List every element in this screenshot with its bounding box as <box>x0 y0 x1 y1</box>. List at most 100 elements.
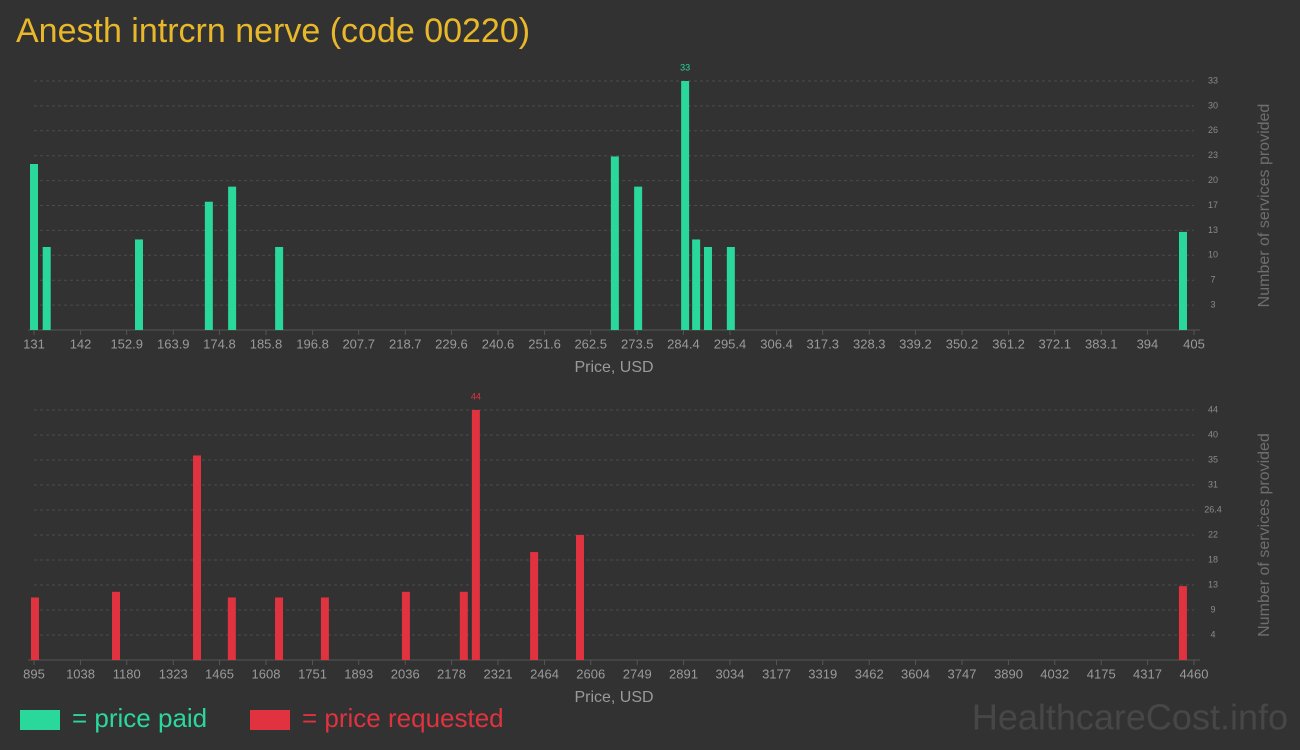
bar <box>275 247 284 330</box>
x-tick-label: 218.7 <box>389 336 422 351</box>
y-tick-label: 4 <box>1210 629 1215 639</box>
bar <box>530 552 539 660</box>
x-tick-label: 2178 <box>437 666 466 681</box>
bar <box>681 81 690 330</box>
bar <box>227 597 236 660</box>
x-tick-label: 2749 <box>623 666 652 681</box>
bar <box>134 239 143 330</box>
x-tick-label: 1038 <box>66 666 95 681</box>
x-tick-label: 339.2 <box>899 336 932 351</box>
x-tick-label: 3034 <box>716 666 745 681</box>
y-tick-label: 30 <box>1208 100 1218 110</box>
y-tick-label: 44 <box>1208 404 1218 414</box>
x-tick-label: 4317 <box>1133 666 1162 681</box>
x-tick-label: 328.3 <box>853 336 886 351</box>
x-tick-label: 273.5 <box>621 336 654 351</box>
y-tick-label: 7 <box>1210 275 1215 285</box>
x-tick-label: 2891 <box>669 666 698 681</box>
bar <box>320 597 329 660</box>
x-tick-label: 295.4 <box>714 336 747 351</box>
x-axis-label: Price, USD <box>574 689 653 706</box>
x-tick-label: 895 <box>23 666 45 681</box>
x-tick-label: 4032 <box>1040 666 1069 681</box>
x-tick-label: 350.2 <box>946 336 979 351</box>
bar <box>471 410 480 660</box>
y-tick-label: 31 <box>1208 479 1218 489</box>
bar <box>1178 586 1187 660</box>
bar <box>703 247 712 330</box>
bar <box>1178 231 1187 330</box>
bar <box>204 201 213 330</box>
x-tick-label: 383.1 <box>1085 336 1118 351</box>
x-tick-label: 2036 <box>391 666 420 681</box>
x-tick-label: 4460 <box>1180 666 1209 681</box>
x-tick-label: 3177 <box>762 666 791 681</box>
y-tick-label: 40 <box>1208 429 1218 439</box>
bar <box>726 247 735 330</box>
y-tick-label: 13 <box>1208 225 1218 235</box>
x-tick-label: 207.7 <box>342 336 375 351</box>
legend-swatch <box>20 710 60 730</box>
watermark: HealthcareCost.info <box>972 697 1288 738</box>
x-tick-label: 2321 <box>484 666 513 681</box>
bar <box>228 186 237 330</box>
y-tick-label: 18 <box>1208 554 1218 564</box>
legend-label: = price paid <box>72 703 207 733</box>
y-axis-label: Number of services provided <box>1256 104 1273 308</box>
y-tick-label: 13 <box>1208 579 1218 589</box>
x-tick-label: 372.1 <box>1038 336 1071 351</box>
x-tick-label: 131 <box>23 336 45 351</box>
x-tick-label: 3319 <box>808 666 837 681</box>
data-label: 44 <box>471 391 481 401</box>
x-tick-label: 1323 <box>159 666 188 681</box>
y-tick-label: 3 <box>1210 299 1215 309</box>
x-tick-label: 152.9 <box>110 336 143 351</box>
x-tick-label: 1751 <box>298 666 327 681</box>
x-tick-label: 3462 <box>855 666 884 681</box>
x-tick-label: 240.6 <box>482 336 515 351</box>
x-tick-label: 2606 <box>576 666 605 681</box>
x-tick-label: 1465 <box>205 666 234 681</box>
x-tick-label: 394 <box>1137 336 1159 351</box>
x-tick-label: 3747 <box>948 666 977 681</box>
bar <box>30 597 39 660</box>
y-tick-label: 26.4 <box>1204 504 1222 514</box>
y-tick-label: 22 <box>1208 529 1218 539</box>
bar <box>610 156 619 330</box>
x-tick-label: 4175 <box>1087 666 1116 681</box>
y-tick-label: 35 <box>1208 454 1218 464</box>
bar <box>275 597 284 660</box>
x-tick-label: 174.8 <box>203 336 236 351</box>
x-tick-label: 251.6 <box>528 336 561 351</box>
y-tick-label: 17 <box>1208 200 1218 210</box>
y-tick-label: 23 <box>1208 150 1218 160</box>
x-axis-label: Price, USD <box>574 359 653 376</box>
x-tick-label: 1180 <box>113 666 141 681</box>
bar <box>459 591 468 660</box>
y-tick-label: 33 <box>1208 75 1218 85</box>
bar <box>193 455 202 660</box>
x-tick-label: 185.8 <box>250 336 283 351</box>
x-tick-label: 196.8 <box>296 336 329 351</box>
y-tick-label: 26 <box>1208 125 1218 135</box>
bar <box>30 164 38 330</box>
chart-title: Anesth intrcrn nerve (code 00220) <box>16 12 530 50</box>
legend-swatch <box>250 710 290 730</box>
x-tick-label: 229.6 <box>435 336 468 351</box>
bar <box>401 591 410 660</box>
y-tick-label: 20 <box>1208 175 1218 185</box>
x-tick-label: 306.4 <box>760 336 793 351</box>
x-tick-label: 163.9 <box>157 336 190 351</box>
data-label: 33 <box>680 62 690 72</box>
legend-label: = price requested <box>302 703 504 733</box>
bar <box>575 535 584 660</box>
y-tick-label: 9 <box>1210 604 1215 614</box>
bar <box>111 591 120 660</box>
x-tick-label: 2464 <box>530 666 559 681</box>
bar <box>42 247 51 330</box>
bar <box>692 239 701 330</box>
x-tick-label: 361.2 <box>992 336 1025 351</box>
